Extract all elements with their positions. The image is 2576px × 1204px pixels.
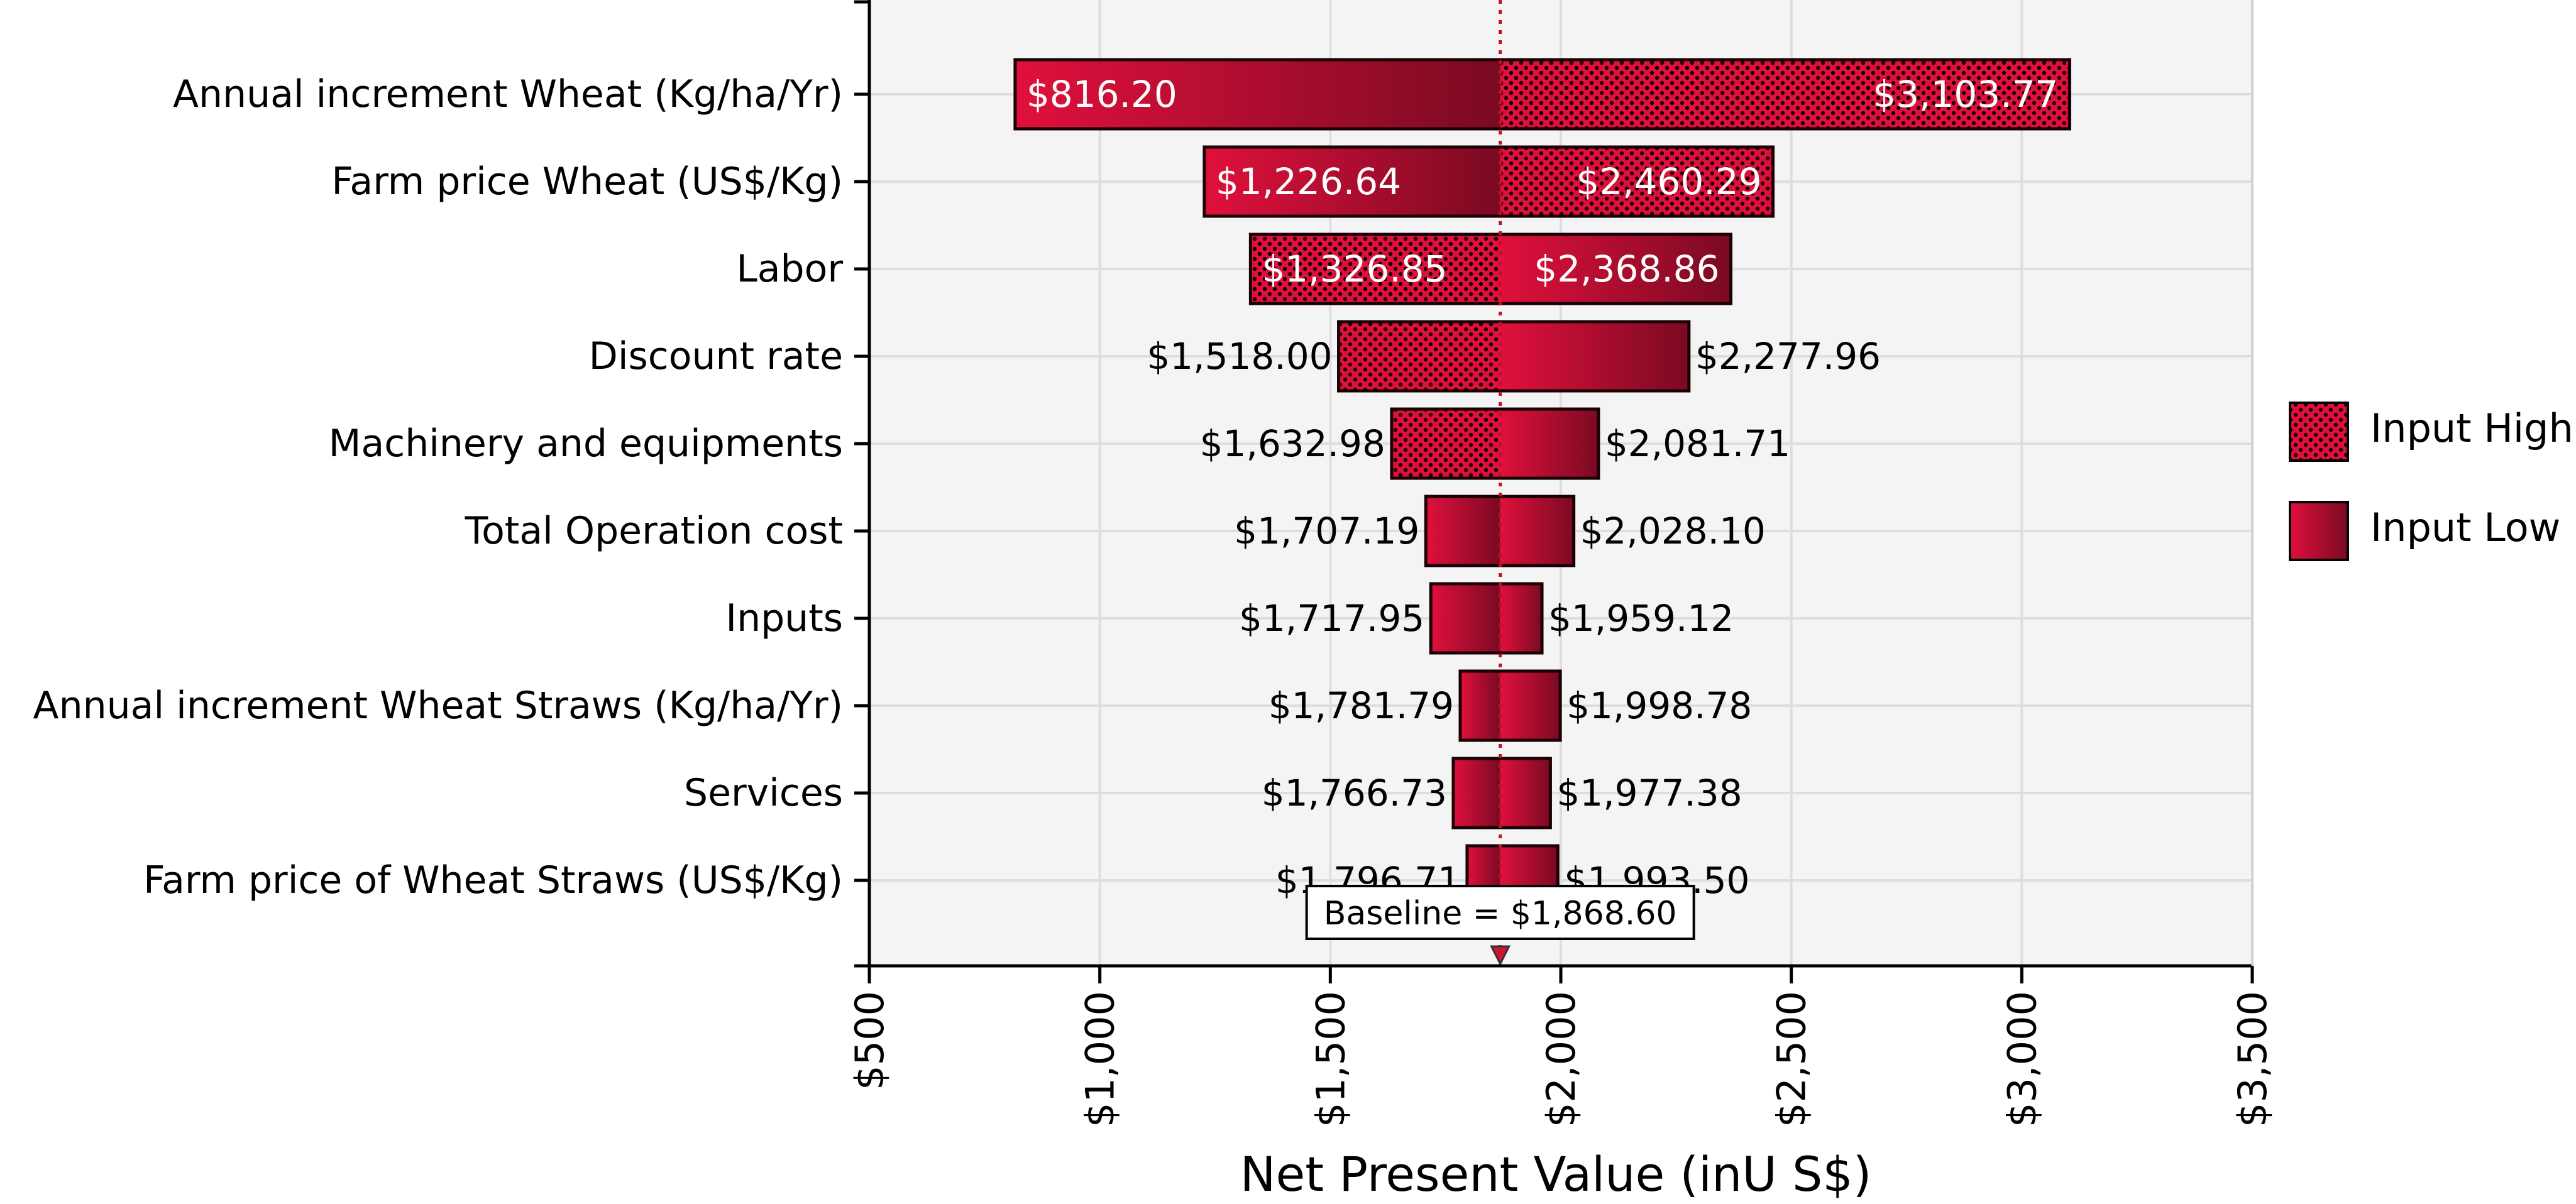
- bar-segment: [1015, 60, 1500, 129]
- category-label: Farm price of Wheat Straws (US$/Kg): [143, 858, 843, 902]
- bar-segment: [1500, 234, 1731, 304]
- legend-label-input-low: Input Low: [2370, 505, 2560, 550]
- category-label: Farm price Wheat (US$/Kg): [331, 160, 843, 204]
- category-label: Inputs: [725, 596, 843, 640]
- value-label-high: $2,368.86: [1534, 248, 1719, 290]
- bar-segment: [1431, 584, 1500, 653]
- x-tick-label: $3,500: [2230, 991, 2276, 1127]
- bar-segment-dots: [1250, 234, 1500, 304]
- bar-outline: [1337, 320, 1691, 393]
- bar-segment: [1204, 147, 1500, 216]
- bar-outline: [1451, 757, 1552, 829]
- category-label: Annual increment Wheat Straws (Kg/ha/Yr): [33, 684, 843, 728]
- bar-segment-dots: [1338, 322, 1500, 391]
- category-label: Machinery and equipments: [329, 422, 843, 466]
- bar-outline: [1390, 407, 1600, 480]
- category-label: Labor: [736, 247, 843, 291]
- value-label-low: $1,632.98: [1200, 422, 1385, 465]
- category-label: Services: [684, 771, 843, 815]
- value-label-high: $1,998.78: [1566, 684, 1752, 727]
- legend: Input High Input Low: [2289, 402, 2573, 561]
- x-tick-label: $1,500: [1307, 991, 1353, 1127]
- x-axis-title: Net Present Value (inU S$): [1240, 1146, 1872, 1202]
- legend-swatch-input-high-dots: [2290, 403, 2348, 461]
- value-label-low: $1,326.85: [1262, 248, 1447, 290]
- x-tick-label: $2,500: [1769, 991, 1815, 1127]
- bar-segment-dots: [1391, 409, 1500, 478]
- value-label-low: $1,781.79: [1269, 684, 1454, 727]
- x-tick-label: $1,000: [1077, 991, 1123, 1127]
- category-label: Annual increment Wheat (Kg/ha/Yr): [173, 72, 843, 116]
- bar-outline: [1458, 669, 1562, 742]
- value-label-low: $1,707.19: [1234, 510, 1419, 552]
- value-label-low: $1,518.00: [1147, 335, 1332, 378]
- baseline-label-box: [1305, 885, 1695, 940]
- bar-segment: [1426, 496, 1500, 566]
- legend-swatch-input-low: [2289, 501, 2349, 561]
- x-ticks: $500 $1,000 $1,500 $2,000 $2,500 $3,000 $3,500: [847, 966, 2276, 1127]
- y-ticks: [854, 0, 869, 968]
- value-label-low: $1,766.73: [1262, 772, 1447, 814]
- bar-outline: [1248, 233, 1732, 305]
- value-labels-group: $816.20 $3,103.77 $1,226.64 $2,460.29 $1,326…: [1027, 73, 2059, 902]
- bar-segment: [1500, 322, 1689, 391]
- category-label: Discount rate: [589, 334, 843, 378]
- bar-segment: [1500, 758, 1551, 828]
- category-labels: Annual increment Wheat (Kg/ha/Yr) Farm pr…: [33, 72, 844, 902]
- category-label: Total Operation cost: [465, 509, 843, 553]
- bar-segment-dots: [1500, 60, 2070, 129]
- bar-segment: [1500, 671, 1561, 740]
- value-label-high: $2,081.71: [1605, 422, 1790, 465]
- x-tick-label: $2,000: [1538, 991, 1584, 1127]
- value-label-high: $1,977.38: [1556, 772, 1742, 814]
- value-label-high: $3,103.77: [1873, 73, 2058, 116]
- bar-outline: [1203, 145, 1775, 218]
- value-label-high: $2,460.29: [1576, 160, 1761, 203]
- bars-group: [1013, 58, 2071, 917]
- bar-outline: [1429, 582, 1544, 655]
- bar-segment: [1460, 671, 1500, 740]
- value-label-low: $816.20: [1027, 73, 1177, 116]
- value-label-high: $1,959.12: [1548, 597, 1734, 640]
- bar-segment: [1453, 758, 1500, 828]
- x-tick-label: $500: [847, 991, 893, 1090]
- value-label-low: $1,717.95: [1239, 597, 1424, 640]
- x-tick-label: $3,000: [1999, 991, 2045, 1127]
- bar-segment: [1500, 409, 1599, 478]
- baseline-arrow-icon: [1490, 945, 1511, 966]
- value-label-low: $1,226.64: [1216, 160, 1401, 203]
- bar-segment: [1500, 584, 1543, 653]
- bar-outline: [1013, 58, 2071, 131]
- baseline-label: Baseline = $1,868.60: [1324, 895, 1677, 933]
- bar-segment: [1500, 496, 1574, 566]
- value-label-high: $2,028.10: [1580, 510, 1766, 552]
- value-label-high: $2,277.96: [1695, 335, 1881, 378]
- bar-segment-dots: [1500, 147, 1773, 216]
- legend-label-input-high: Input High: [2370, 405, 2573, 451]
